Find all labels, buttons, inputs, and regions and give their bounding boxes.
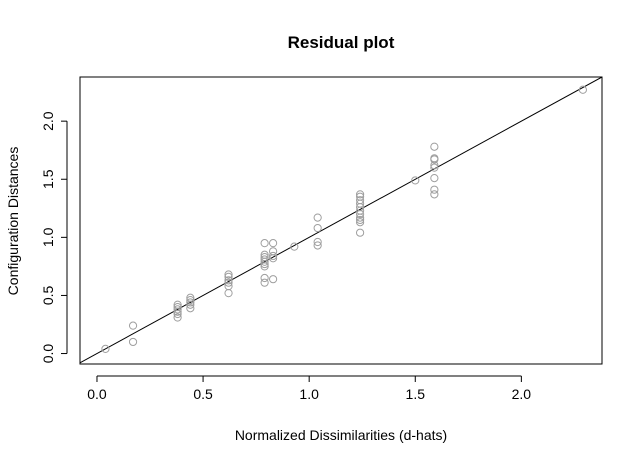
- data-point: [430, 161, 439, 170]
- data-point: [355, 215, 365, 225]
- data-point: [411, 176, 420, 185]
- data-point: [355, 213, 365, 222]
- data-point: [430, 173, 439, 183]
- x-tick-label: 0.5: [193, 386, 213, 402]
- data-point: [224, 278, 233, 287]
- plot-marks: 0.0 0.5 1.0 1.5 2.0 0.0 0.5 1.0 1.5 2.0: [40, 76, 603, 402]
- data-point: [430, 185, 439, 194]
- x-tick-label: 1.0: [299, 386, 319, 402]
- data-point: [260, 239, 269, 248]
- data-point: [313, 241, 322, 250]
- data-point: [128, 321, 138, 330]
- data-point: [268, 254, 278, 263]
- data-point: [313, 237, 322, 247]
- data-point: [101, 344, 110, 353]
- data-point: [173, 305, 182, 314]
- data-point: [260, 257, 269, 266]
- x-tick-label: 2.0: [512, 386, 532, 402]
- data-point: [355, 228, 365, 237]
- y-axis-label: Configuration Distances: [5, 147, 21, 296]
- data-point: [173, 313, 182, 322]
- data-point: [186, 298, 195, 307]
- x-tick-label: 0.0: [87, 386, 107, 402]
- reference-line: [80, 77, 602, 364]
- data-point: [578, 85, 588, 94]
- data-point: [186, 295, 195, 305]
- y-tick-label: 0.0: [40, 344, 56, 364]
- plot-frame: [79, 76, 603, 365]
- data-point: [313, 213, 322, 222]
- data-point: [268, 239, 278, 248]
- data-point: [224, 270, 233, 279]
- data-point: [224, 289, 233, 298]
- y-tick-label: 1.0: [40, 227, 56, 247]
- data-point: [430, 155, 439, 164]
- data-point: [128, 337, 138, 347]
- data-point: [430, 142, 439, 151]
- data-point: [224, 272, 233, 281]
- y-tick-label: 2.0: [40, 111, 56, 131]
- data-point: [173, 307, 182, 316]
- data-point: [173, 309, 182, 319]
- data-point: [430, 163, 439, 172]
- data-point: [260, 278, 269, 287]
- x-axis-label: Normalized Dissimilarities (d-hats): [235, 427, 447, 443]
- data-point: [355, 190, 365, 199]
- y-tick-label: 1.5: [40, 169, 56, 189]
- data-point: [290, 242, 299, 251]
- data-point: [186, 304, 195, 313]
- data-point: [260, 262, 269, 271]
- data-point: [260, 259, 269, 269]
- data-point: [268, 275, 278, 284]
- data-point: [186, 300, 195, 309]
- data-point: [355, 210, 365, 219]
- x-tick-label: 1.5: [406, 386, 426, 402]
- data-point: [430, 190, 439, 199]
- data-point: [260, 273, 269, 283]
- data-point: [268, 251, 278, 261]
- chart-title: Residual plot: [288, 33, 395, 52]
- data-point: [313, 223, 322, 233]
- data-point: [355, 218, 365, 227]
- data-point: [224, 276, 233, 285]
- y-tick-label: 0.5: [40, 286, 56, 306]
